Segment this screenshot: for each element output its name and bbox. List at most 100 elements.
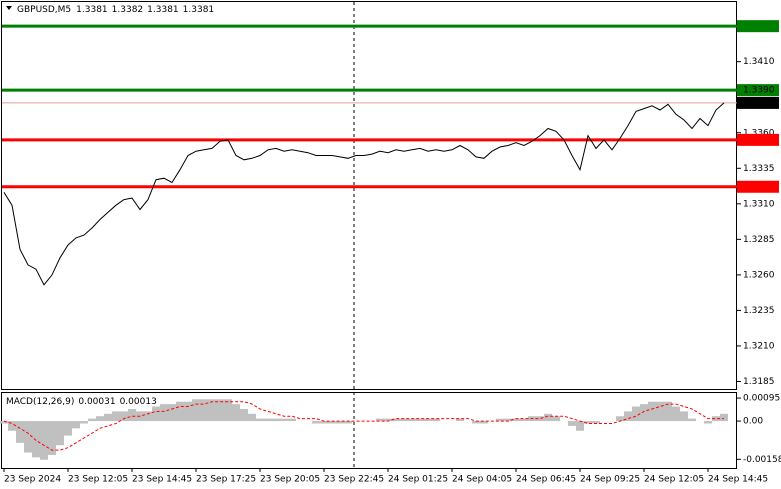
macd-bar bbox=[160, 404, 168, 422]
macd-bar bbox=[712, 416, 720, 422]
macd-bar bbox=[224, 399, 232, 422]
macd-bar bbox=[288, 418, 296, 422]
macd-bar bbox=[8, 421, 16, 431]
macd-bar bbox=[520, 418, 528, 422]
macd-bar bbox=[672, 406, 680, 422]
high: 1.3382 bbox=[112, 5, 144, 15]
macd-bar bbox=[96, 416, 104, 422]
macd-bar bbox=[640, 404, 648, 422]
macd-bar bbox=[616, 416, 624, 422]
x-tick-label: 23 Sep 14:45 bbox=[132, 475, 192, 485]
macd-bar bbox=[400, 418, 408, 422]
last-price-box bbox=[737, 96, 779, 109]
y-tick-label: 1.3210 bbox=[743, 341, 775, 351]
close: 1.3381 bbox=[183, 5, 215, 15]
macd-bar bbox=[512, 418, 520, 422]
level-label-box bbox=[737, 84, 779, 97]
macd-bar bbox=[552, 416, 560, 422]
chart-header: GBPUSD,M5 1.3381 1.3382 1.3381 1.3381 bbox=[17, 5, 214, 15]
macd-bar bbox=[328, 421, 336, 424]
macd-header: MACD(12,26,9) 0.00031 0.00013 bbox=[6, 397, 157, 407]
macd-bar bbox=[56, 421, 64, 446]
y-tick-label: 1.3410 bbox=[743, 57, 775, 67]
x-tick-label: 23 Sep 22:45 bbox=[324, 475, 384, 485]
x-tick-label: 24 Sep 14:45 bbox=[708, 475, 768, 485]
macd-bar bbox=[120, 411, 128, 422]
macd-main: 0.00031 bbox=[78, 397, 115, 407]
macd-bar bbox=[496, 418, 504, 422]
macd-bar bbox=[176, 401, 184, 422]
macd-bar bbox=[112, 411, 120, 422]
macd-bar bbox=[272, 418, 280, 422]
macd-bar bbox=[624, 411, 632, 422]
signal-line bbox=[3, 401, 724, 451]
y-tick-label: 0.00095 bbox=[743, 394, 780, 404]
macd-bar bbox=[280, 418, 288, 422]
macd-bar bbox=[664, 401, 672, 422]
macd-bar bbox=[320, 421, 328, 424]
macd-bar bbox=[64, 421, 72, 436]
macd-bar bbox=[200, 399, 208, 422]
macd-bar bbox=[104, 413, 112, 422]
menu-triangle bbox=[6, 6, 12, 10]
macd-bar bbox=[264, 418, 272, 422]
macd-bar bbox=[704, 421, 712, 424]
macd-bar bbox=[248, 413, 256, 422]
y-tick-label: 1.3335 bbox=[743, 164, 775, 174]
macd-bar bbox=[88, 418, 96, 422]
macd-bar bbox=[208, 399, 216, 422]
macd-bar bbox=[568, 421, 576, 426]
macd-bar bbox=[376, 418, 384, 422]
x-tick-label: 24 Sep 09:25 bbox=[580, 475, 640, 485]
macd-bar bbox=[536, 416, 544, 422]
macd-bar bbox=[688, 418, 696, 422]
level-label-box bbox=[737, 20, 779, 33]
x-tick-label: 23 Sep 12:05 bbox=[68, 475, 128, 485]
macd-bar bbox=[144, 411, 152, 422]
y-tick-label: 1.3185 bbox=[743, 377, 775, 387]
macd-bar bbox=[168, 404, 176, 422]
macd-bar bbox=[576, 421, 584, 431]
x-tick-label: 24 Sep 01:25 bbox=[388, 475, 448, 485]
level-label-box bbox=[737, 180, 779, 193]
macd-bar bbox=[592, 421, 600, 424]
macd-bar bbox=[128, 408, 136, 422]
macd-bar bbox=[336, 421, 344, 424]
macd-bar bbox=[24, 421, 32, 453]
y-tick-label: 1.3260 bbox=[743, 270, 775, 280]
macd-bar bbox=[504, 418, 512, 422]
x-tick-label: 24 Sep 04:05 bbox=[452, 475, 512, 485]
macd-name: MACD(12,26,9) bbox=[6, 397, 74, 407]
macd-bar bbox=[456, 418, 464, 422]
macd-bar bbox=[80, 421, 88, 424]
price-line bbox=[3, 102, 725, 286]
macd-bar bbox=[416, 418, 424, 422]
macd-signal: 0.00013 bbox=[120, 397, 157, 407]
open: 1.3381 bbox=[76, 5, 108, 15]
symbol: GBPUSD,M5 bbox=[17, 5, 71, 15]
macd-bar bbox=[480, 421, 488, 424]
macd-bar bbox=[240, 408, 248, 422]
macd-bar bbox=[344, 421, 352, 424]
x-tick-label: 24 Sep 12:05 bbox=[644, 475, 704, 485]
macd-bar bbox=[216, 399, 224, 422]
macd-bar bbox=[32, 421, 40, 458]
macd-bar bbox=[648, 401, 656, 422]
last-price-label: 1.3381 bbox=[743, 98, 775, 108]
macd-bar bbox=[184, 401, 192, 422]
level-label: 1.3390 bbox=[743, 86, 775, 96]
macd-bar bbox=[0, 421, 8, 424]
macd-bar bbox=[392, 418, 400, 422]
x-tick-label: 23 Sep 20:05 bbox=[260, 475, 320, 485]
x-tick-label: 23 Sep 2024 bbox=[4, 475, 61, 485]
macd-bar bbox=[232, 404, 240, 422]
y-tick-label: 1.3360 bbox=[743, 128, 775, 138]
macd-bar bbox=[432, 418, 440, 422]
macd-bar bbox=[192, 399, 200, 422]
macd-bar bbox=[424, 418, 432, 422]
macd-bar bbox=[656, 401, 664, 422]
macd-bar bbox=[720, 413, 728, 422]
macd-bar bbox=[544, 413, 552, 422]
macd-bar bbox=[152, 406, 160, 422]
macd-bar bbox=[680, 411, 688, 422]
